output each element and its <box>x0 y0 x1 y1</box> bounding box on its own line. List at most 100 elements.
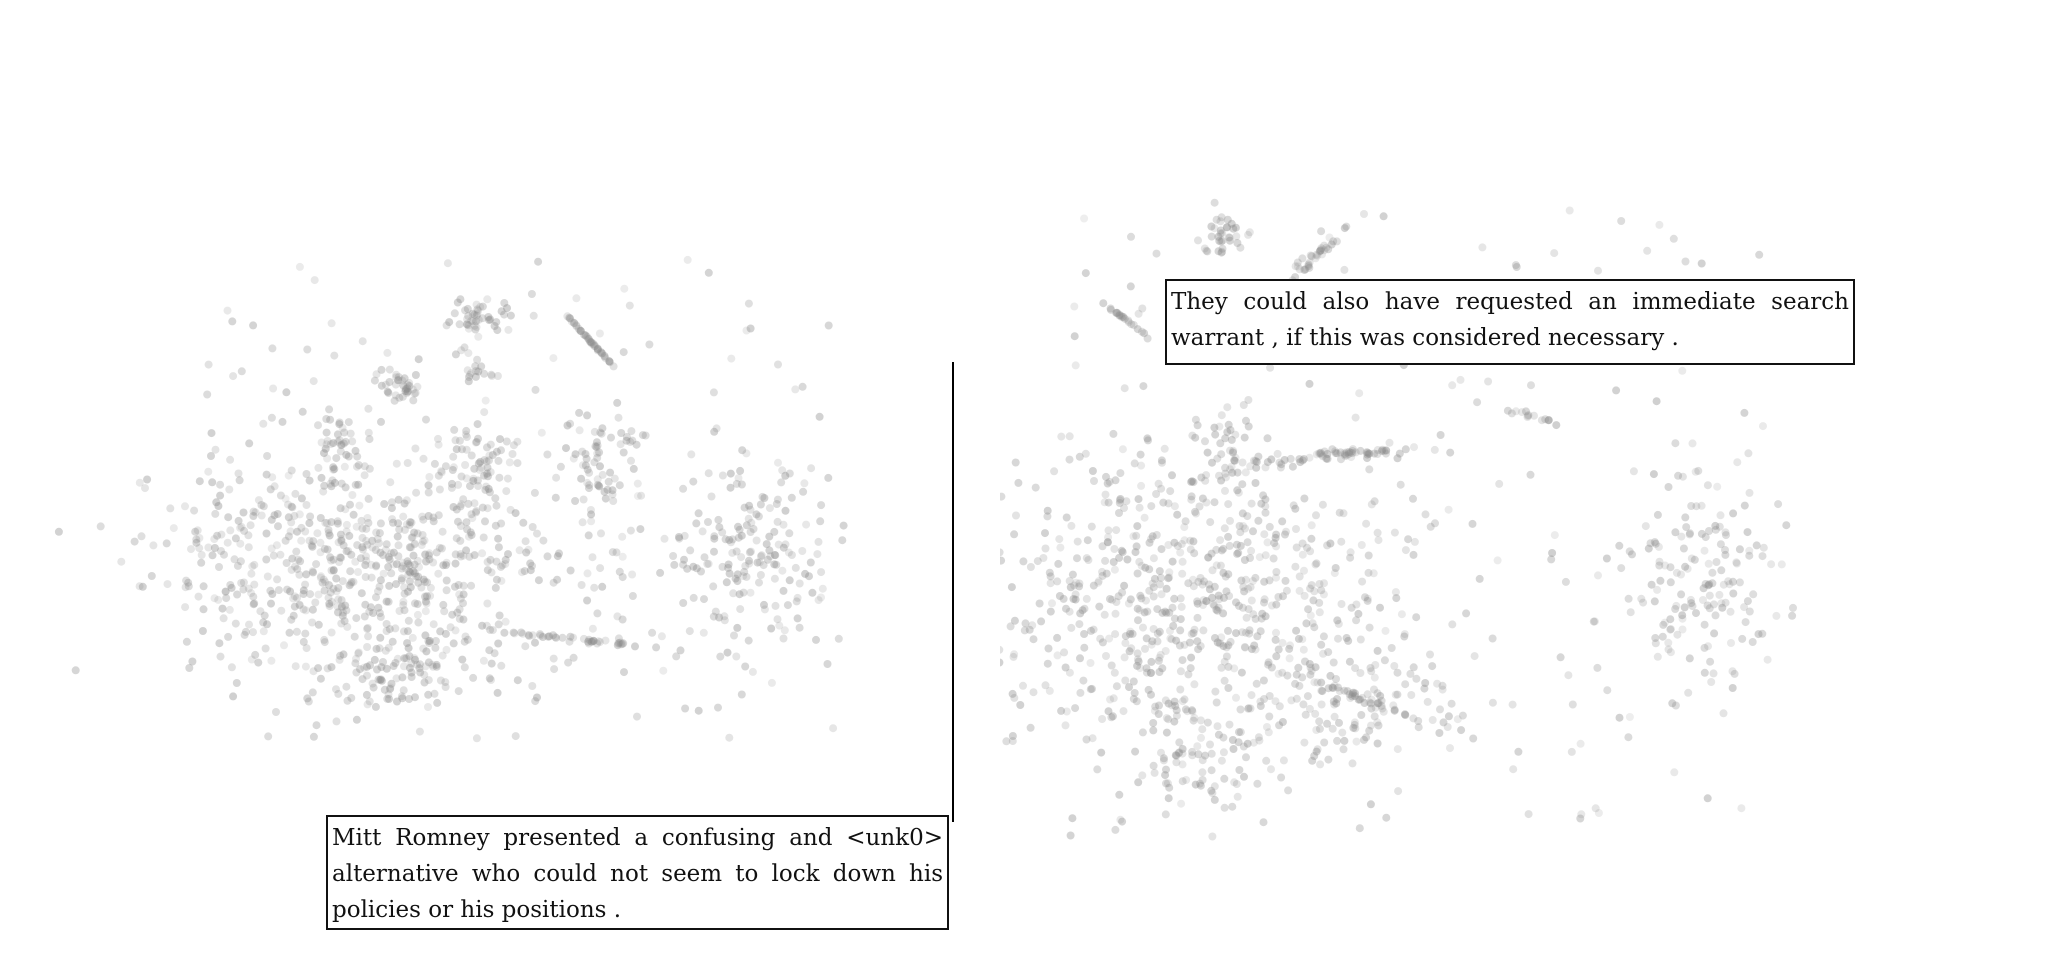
scatter-point <box>1000 556 1006 565</box>
scatter-point <box>593 345 602 354</box>
scatter-point <box>1086 685 1095 694</box>
scatter-point <box>627 456 635 465</box>
scatter-point <box>363 671 371 680</box>
scatter-point <box>1240 433 1249 442</box>
scatter-point <box>576 326 585 335</box>
scatter-point <box>1102 472 1110 481</box>
scatter-point <box>460 637 469 646</box>
scatter-point <box>411 444 420 453</box>
scatter-point <box>469 476 478 485</box>
scatter-point <box>448 479 456 488</box>
scatter-point <box>392 580 400 589</box>
scatter-point <box>1370 712 1379 721</box>
scatter-point <box>793 593 802 602</box>
scatter-point <box>795 579 804 588</box>
scatter-point <box>332 454 341 463</box>
scatter-point <box>1282 527 1290 536</box>
scatter-point <box>1508 700 1517 709</box>
scatter-point <box>580 330 589 339</box>
scatter-point <box>742 521 751 530</box>
scatter-point <box>1374 536 1383 545</box>
scatter-point <box>1306 547 1315 556</box>
scatter-point <box>631 642 639 651</box>
scatter-point <box>1305 453 1314 462</box>
scatter-point <box>346 567 355 576</box>
scatter-point <box>409 551 418 560</box>
scatter-point <box>273 510 282 518</box>
scatter-point <box>1728 684 1737 692</box>
scatter-point <box>398 694 407 703</box>
scatter-point <box>493 326 502 335</box>
scatter-point <box>1688 439 1697 448</box>
scatter-point <box>1240 643 1249 651</box>
scatter-point <box>1065 455 1074 464</box>
scatter-point <box>1248 577 1257 585</box>
scatter-point <box>290 511 299 520</box>
scatter-point <box>1334 683 1342 692</box>
scatter-point <box>1177 540 1186 548</box>
scatter-point <box>482 469 491 478</box>
scatter-point <box>700 553 709 562</box>
scatter-point <box>441 683 450 691</box>
scatter-point <box>720 612 729 621</box>
scatter-point <box>1164 574 1173 583</box>
scatter-point <box>1161 771 1170 780</box>
scatter-point <box>1763 655 1772 664</box>
scatter-point <box>765 504 774 513</box>
scatter-point <box>1330 700 1339 709</box>
scatter-point <box>1184 670 1193 679</box>
scatter-point <box>481 517 489 526</box>
scatter-point <box>264 732 273 741</box>
scatter-point <box>1142 664 1151 673</box>
scatter-point <box>773 615 782 624</box>
scatter-point <box>1322 243 1331 252</box>
scatter-point <box>1235 728 1243 737</box>
scatter-point <box>1189 478 1198 487</box>
scatter-point <box>1103 538 1112 547</box>
scatter-point <box>195 534 204 542</box>
scatter-point <box>269 551 278 560</box>
scatter-point <box>330 478 339 487</box>
scatter-point <box>1671 701 1680 710</box>
scatter-point <box>1152 490 1161 498</box>
scatter-point <box>1392 594 1401 603</box>
scatter-point <box>226 526 235 535</box>
scatter-point <box>351 659 360 668</box>
scatter-point <box>689 477 698 486</box>
scatter-point <box>382 540 391 549</box>
scatter-point <box>583 478 592 487</box>
scatter-point <box>1687 599 1696 608</box>
scatter-point <box>1556 653 1565 662</box>
scatter-point <box>240 526 249 535</box>
scatter-point <box>558 633 567 642</box>
scatter-point <box>480 471 488 480</box>
scatter-point <box>1098 567 1107 576</box>
scatter-point <box>341 483 350 492</box>
scatter-point <box>1691 467 1700 476</box>
scatter-point <box>746 528 755 536</box>
scatter-point <box>1127 644 1136 653</box>
scatter-point <box>1249 738 1258 747</box>
scatter-point <box>384 690 393 699</box>
scatter-point <box>1118 817 1127 826</box>
scatter-point <box>1312 450 1321 459</box>
scatter-point <box>586 338 595 346</box>
scatter-point <box>1512 407 1520 416</box>
scatter-point <box>1100 610 1109 619</box>
scatter-point <box>709 582 718 591</box>
scatter-point <box>622 433 631 441</box>
scatter-point <box>1192 509 1200 518</box>
scatter-point <box>1202 498 1211 507</box>
scatter-point <box>511 732 520 741</box>
scatter-point <box>473 305 482 314</box>
scatter-point <box>1245 228 1254 237</box>
scatter-point <box>379 569 388 578</box>
scatter-point <box>1709 600 1718 609</box>
scatter-point <box>431 637 440 645</box>
scatter-point <box>1412 613 1421 622</box>
scatter-point <box>1250 641 1259 650</box>
scatter-point <box>1313 745 1322 754</box>
scatter-point <box>1653 652 1662 661</box>
scatter-point <box>1254 452 1263 461</box>
scatter-point <box>376 675 385 684</box>
